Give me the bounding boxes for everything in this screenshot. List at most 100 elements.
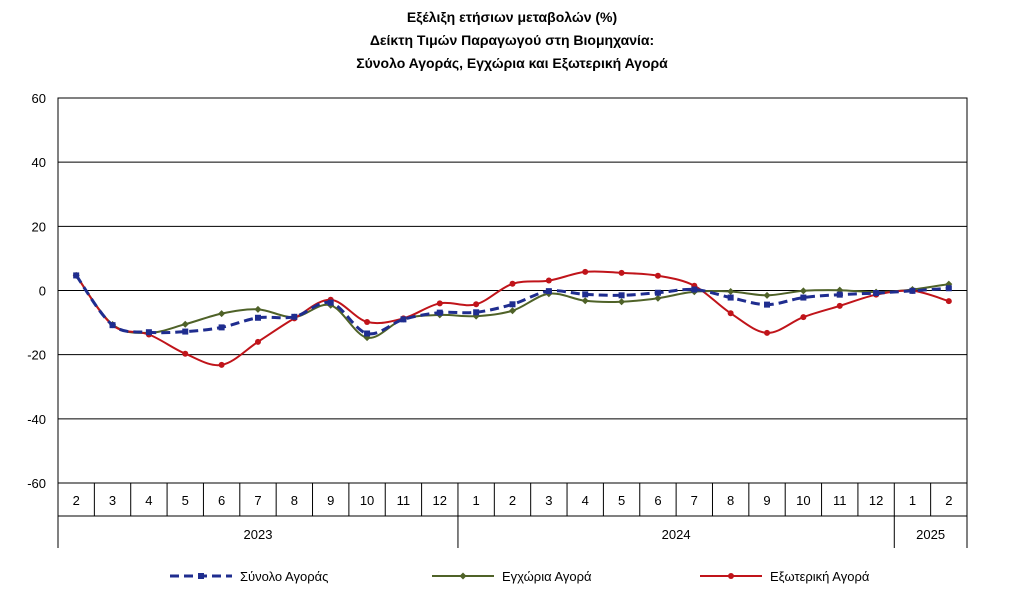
series-0-point (545, 288, 552, 295)
series-0-point (836, 291, 843, 298)
series-2-point (654, 272, 661, 279)
series-0-point (291, 313, 298, 320)
series-2-point (436, 300, 443, 307)
chart-title-line-2: Δείκτη Τιμών Παραγωγού στη Βιομηχανία: (370, 32, 654, 48)
series-0-point (582, 291, 589, 298)
series-0-point (182, 328, 189, 335)
series-2-point (764, 329, 771, 336)
series-0-point (73, 272, 80, 279)
x-tick-label: 2 (945, 493, 952, 508)
year-label: 2025 (916, 527, 945, 542)
series-0-point (618, 292, 625, 299)
y-tick-label: -60 (27, 476, 46, 491)
chart-title-line-3: Σύνολο Αγοράς, Εγχώρια και Εξωτερική Αγο… (356, 55, 668, 71)
x-tick-label: 5 (618, 493, 625, 508)
series-1-point (509, 307, 516, 315)
x-tick-label: 12 (869, 493, 883, 508)
series-0-point (473, 309, 480, 316)
series-0-point (327, 299, 334, 306)
series-2-point (582, 268, 589, 275)
y-tick-label: -20 (27, 348, 46, 363)
series-2-point (618, 269, 625, 276)
x-tick-label: 2 (509, 493, 516, 508)
x-tick-label: 3 (545, 493, 552, 508)
y-tick-label: 60 (32, 91, 46, 106)
year-label: 2024 (662, 527, 691, 542)
x-tick-label: 6 (218, 493, 225, 508)
legend-swatch-marker (728, 573, 734, 579)
series-0-point (909, 287, 916, 294)
series-0-point (945, 285, 952, 292)
gridlines (57, 97, 968, 484)
legend-label: Εγχώρια Αγορά (502, 569, 592, 584)
x-tick-label: 8 (291, 493, 298, 508)
legend-swatch-marker (459, 572, 467, 580)
series-2-point (836, 302, 843, 309)
series-0-point (145, 329, 152, 336)
series-0-point (691, 286, 698, 293)
y-tick-label: -40 (27, 412, 46, 427)
legend-label: Εξωτερική Αγορά (770, 569, 870, 584)
series-1-point (799, 287, 807, 295)
x-tick-label: 8 (727, 493, 734, 508)
x-tick-label: 12 (433, 493, 447, 508)
x-tick-label: 9 (327, 493, 334, 508)
year-label: 2023 (244, 527, 273, 542)
series-0-point (364, 330, 371, 337)
legend-entry-2: Εξωτερική Αγορά (700, 569, 870, 584)
legend-swatch-marker (198, 573, 204, 579)
plot-area-border (57, 97, 968, 484)
series-0-point (654, 289, 661, 296)
series-lines (72, 268, 953, 368)
x-tick-label: 7 (691, 493, 698, 508)
x-tick-label: 11 (397, 493, 411, 508)
series-0-point (400, 316, 407, 323)
legend-entry-0: Σύνολο Αγοράς (170, 569, 328, 584)
series-2-point (182, 350, 189, 357)
chart-title-line-1: Εξέλιξη ετήσιων μεταβολών (%) (407, 9, 617, 25)
x-tick-label: 1 (909, 493, 916, 508)
series-2-point (364, 318, 371, 325)
series-1-point (218, 310, 226, 318)
x-tick-label: 10 (360, 493, 374, 508)
x-tick-label: 11 (833, 493, 847, 508)
series-2-point (218, 361, 225, 368)
series-2-point (727, 310, 734, 317)
y-axis-tick-labels: 60 40 20 0 -20 -40 -60 (27, 91, 46, 491)
y-tick-label: 40 (32, 155, 46, 170)
series-2-point (473, 301, 480, 308)
y-tick-label: 0 (39, 284, 46, 299)
y-tick-label: 20 (32, 219, 46, 234)
x-tick-label: 5 (182, 493, 189, 508)
series-2-point (545, 277, 552, 284)
legend-entry-1: Εγχώρια Αγορά (432, 569, 592, 584)
x-tick-label: 3 (109, 493, 116, 508)
series-0-point (800, 294, 807, 301)
series-0-point (764, 301, 771, 308)
series-0-point (218, 324, 225, 331)
series-0-point (873, 290, 880, 297)
x-tick-label: 4 (145, 493, 152, 508)
series-2-point (945, 298, 952, 305)
series-0-point (509, 301, 516, 308)
series-0 (73, 272, 952, 337)
x-tick-label: 10 (796, 493, 810, 508)
x-tick-label: 2 (73, 493, 80, 508)
x-tick-label: 6 (654, 493, 661, 508)
series-1-point (654, 294, 662, 302)
series-0-point (109, 322, 116, 329)
x-tick-label: 4 (582, 493, 589, 508)
x-tick-label: 9 (763, 493, 770, 508)
series-0-point (436, 309, 443, 316)
series-0-point (254, 314, 261, 321)
series-1-point (763, 291, 771, 299)
series-1-point (581, 297, 589, 305)
series-1-point (254, 305, 262, 313)
x-tick-label: 1 (473, 493, 480, 508)
series-1-point (618, 298, 626, 306)
legend: Σύνολο Αγοράς Εγχώρια Αγορά Εξωτερική Αγορ… (170, 569, 870, 584)
series-2-point (509, 280, 516, 287)
legend-label: Σύνολο Αγοράς (240, 569, 328, 584)
